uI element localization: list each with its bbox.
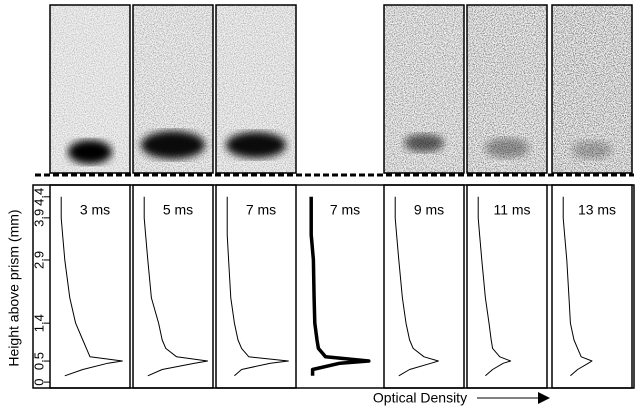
series-label: 7 ms xyxy=(330,202,360,218)
image-frame xyxy=(215,4,297,174)
image-frame xyxy=(132,4,214,174)
profile-line xyxy=(226,196,289,377)
series-label: 5 ms xyxy=(163,202,193,218)
y-tick-label: 2.9 xyxy=(31,251,46,269)
profile-line xyxy=(143,196,209,377)
series-label: 3 ms xyxy=(80,202,110,218)
series-label: 9 ms xyxy=(414,202,444,218)
plume xyxy=(572,141,612,159)
plume xyxy=(226,132,286,158)
plot-frame xyxy=(32,184,635,389)
profile-line xyxy=(60,196,123,377)
profile-line xyxy=(394,196,439,377)
x-axis-label: Optical Density xyxy=(373,390,467,406)
series-label: 13 ms xyxy=(578,202,616,218)
y-tick-label: 0.5 xyxy=(31,352,46,370)
plume xyxy=(404,134,444,152)
y-tick-label: 3.9 xyxy=(31,209,46,227)
plume xyxy=(68,140,112,164)
profile-line xyxy=(562,196,593,377)
series-label: 11 ms xyxy=(493,202,530,218)
image-frame xyxy=(466,4,548,174)
plume xyxy=(141,131,205,159)
x-arrow xyxy=(477,392,550,404)
images xyxy=(49,4,633,174)
image-frame xyxy=(551,4,633,174)
image-frame xyxy=(49,4,131,174)
plume xyxy=(485,138,529,158)
profile-line xyxy=(309,196,371,376)
y-tick-label: 4.4 xyxy=(31,188,46,206)
profile-line xyxy=(477,196,512,377)
y-tick-label: 1.4 xyxy=(31,314,46,332)
y-axis-label: Height above prism (mm) xyxy=(6,209,22,366)
y-tick-label: 0 xyxy=(31,378,46,385)
series-label: 7 ms xyxy=(246,202,276,218)
image-frame xyxy=(383,4,465,174)
